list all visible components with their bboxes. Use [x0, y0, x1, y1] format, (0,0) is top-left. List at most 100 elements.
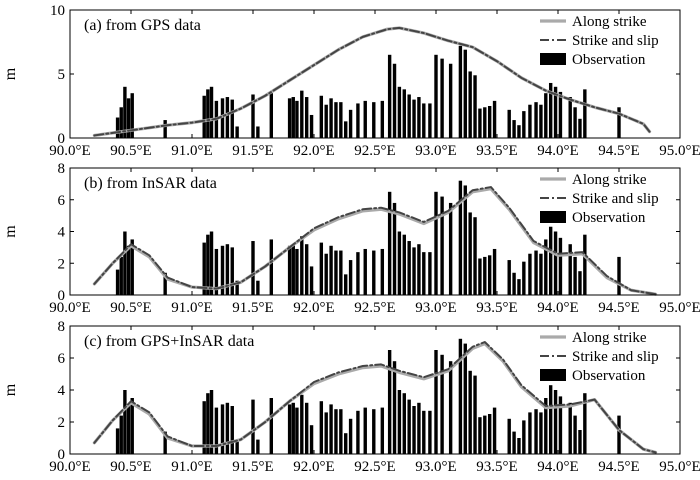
observation-bar: [295, 248, 299, 295]
observation-bar: [119, 256, 123, 295]
observation-bar: [334, 409, 338, 454]
panel-title: (c) from GPS+InSAR data: [84, 333, 254, 350]
legend-swatch-observation: [540, 369, 566, 381]
panel-3: 90.0°E 90.5°E 91.0°E 91.5°E 92.0°E 92.5°E 93.0…: [2, 319, 700, 475]
observation-bar: [573, 256, 577, 295]
observation-bar: [507, 109, 511, 138]
x-tick-label: 91.5°E: [232, 300, 273, 316]
observation-bar: [517, 279, 521, 296]
x-tick-label: 94.0°E: [537, 300, 578, 316]
observation-bar: [402, 393, 406, 454]
x-tick-label: 91.0°E: [171, 459, 212, 475]
observation-bars: [115, 45, 621, 139]
observation-bar: [412, 247, 416, 296]
observation-bar: [230, 406, 234, 454]
observation-bar: [407, 241, 411, 295]
x-tick-label: 94.5°E: [598, 300, 639, 316]
along-strike-line: [92, 342, 658, 454]
observation-bar: [324, 253, 328, 295]
observation-bar: [329, 98, 333, 138]
observation-bar: [269, 93, 273, 138]
x-tick-label: 94.0°E: [537, 143, 578, 159]
observation-bar: [578, 271, 582, 295]
observation-bar: [202, 95, 206, 138]
observation-bar: [256, 126, 260, 138]
observation-bar: [309, 114, 314, 138]
observation-bar: [617, 107, 621, 138]
observation-bar: [287, 245, 292, 295]
y-axis-label: m: [2, 383, 19, 396]
observation-bar: [402, 89, 406, 138]
observation-bar: [522, 111, 526, 138]
observation-bar: [209, 390, 214, 454]
observation-bar: [468, 71, 472, 138]
x-tick-label: 90.0°E: [49, 459, 90, 475]
observation-bar: [380, 100, 385, 138]
panel-title: (a) from GPS data: [84, 17, 201, 34]
strike-and-slip-line: [93, 341, 657, 454]
observation-bar: [295, 407, 299, 454]
observation-bar: [422, 103, 426, 138]
x-tick-label: 91.5°E: [232, 459, 273, 475]
observation-bar: [300, 236, 304, 295]
observation-bar: [291, 402, 295, 454]
observation-bar: [434, 54, 438, 138]
observation-bar: [483, 256, 487, 295]
observation-bar: [397, 231, 402, 295]
observation-bar: [412, 99, 416, 138]
x-tick-label: 95.0°E: [659, 300, 700, 316]
observation-bar: [309, 425, 314, 454]
observation-bar: [363, 100, 367, 138]
observation-bar: [291, 97, 295, 138]
observation-bar: [126, 98, 131, 138]
observation-bar: [356, 410, 360, 454]
observation-bar: [329, 404, 333, 454]
x-tick-label: 92.5°E: [354, 143, 395, 159]
observation-bar: [392, 63, 397, 139]
legend-label: Observation: [572, 368, 646, 384]
observation-bar: [558, 91, 563, 138]
x-tick-label: 91.0°E: [171, 300, 212, 316]
x-tick-label: 91.5°E: [232, 143, 273, 159]
y-axis-label: m: [2, 225, 19, 238]
observation-bar: [483, 415, 487, 454]
observation-bar: [578, 430, 582, 454]
strike-and-slip-line: [93, 186, 657, 296]
observation-bar: [428, 103, 432, 138]
observation-bar: [287, 404, 292, 454]
observation-bar: [578, 118, 582, 138]
observation-bar: [568, 97, 572, 138]
observation-bar: [448, 63, 453, 139]
observation-bar: [163, 431, 167, 454]
observation-bar: [230, 99, 234, 138]
legend: Along strike Strike and slip Observation: [540, 330, 659, 384]
observation-bar: [309, 266, 314, 295]
observation-bar: [534, 250, 538, 295]
observation-bar: [123, 390, 127, 454]
observation-bar: [434, 350, 438, 454]
observation-bar: [392, 361, 397, 454]
observation-bar: [387, 54, 392, 138]
observation-bar: [412, 406, 416, 454]
observation-bar: [319, 95, 324, 138]
observation-bar: [126, 404, 131, 454]
observation-bar: [214, 248, 219, 295]
observation-bar: [339, 409, 343, 454]
observation-bar: [528, 104, 532, 138]
observation-bar: [473, 375, 477, 454]
observation-bar: [372, 250, 376, 295]
observation-bar: [422, 410, 426, 454]
y-tick-label: 4: [58, 225, 66, 241]
observation-bar: [512, 272, 516, 295]
x-tick-label: 95.0°E: [659, 143, 700, 159]
observation-bar: [251, 399, 255, 454]
panel-title: (b) from InSAR data: [84, 175, 217, 192]
observation-bar: [458, 338, 463, 454]
observation-bar: [544, 398, 548, 454]
observation-bar: [256, 439, 260, 454]
observation-bar: [115, 117, 120, 138]
observation-bar: [115, 428, 120, 454]
observation-bar: [372, 102, 376, 138]
observation-bar: [269, 398, 273, 454]
observation-bar: [163, 272, 167, 295]
